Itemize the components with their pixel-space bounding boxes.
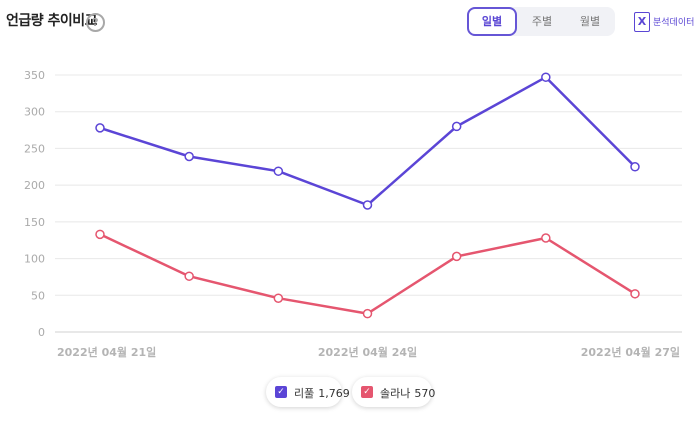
line-chart: 0 50 100 150 200 250 300 350 2022년 04월 21일 2022년 … xyxy=(24,69,682,359)
data-point xyxy=(273,293,284,303)
tab-monthly[interactable]: 월별 xyxy=(579,15,601,28)
legend-item-series-1[interactable]: ✓ 리풀 1,769 xyxy=(266,377,350,407)
y-tick-label: 100 xyxy=(24,253,45,266)
y-tick-label: 150 xyxy=(24,216,45,229)
question-circle-icon[interactable]: ? xyxy=(86,13,105,32)
chart-header: 언급량 추이비교 ? 일별 주별 월별 X 분석데이터 xyxy=(0,0,700,48)
data-point xyxy=(451,121,462,132)
excel-file-icon: X xyxy=(634,12,650,32)
y-tick-label: 0 xyxy=(38,326,45,339)
export-label: 분석데이터 xyxy=(653,18,695,28)
x-tick-label: 2022년 04월 27일 xyxy=(581,345,680,359)
checkbox-checked-icon: ✓ xyxy=(361,386,373,398)
data-point xyxy=(362,308,373,319)
data-point xyxy=(95,123,105,133)
tab-weekly[interactable]: 주별 xyxy=(531,15,553,28)
data-point xyxy=(630,162,640,172)
x-tick-label: 2022년 04월 24일 xyxy=(318,345,417,359)
data-point xyxy=(362,200,373,210)
legend-item-series-2[interactable]: ✓ 솔라나 570 xyxy=(352,377,436,407)
data-point xyxy=(541,233,551,243)
data-point xyxy=(184,151,194,162)
legend-series-name: 솔라나 xyxy=(380,387,411,400)
legend-series-name: 리풀 xyxy=(294,387,315,400)
chart-title: 언급량 추이비교 xyxy=(6,13,98,29)
y-tick-label: 350 xyxy=(24,69,45,82)
y-tick-label: 200 xyxy=(24,179,45,192)
data-point xyxy=(184,271,194,281)
y-tick-label: 250 xyxy=(24,142,45,155)
checkbox-checked-icon: ✓ xyxy=(275,386,287,398)
data-point xyxy=(541,72,551,82)
y-tick-label: 300 xyxy=(24,106,45,119)
legend-series-total: 1,769 xyxy=(318,387,350,400)
series-line-1 xyxy=(99,75,636,207)
data-point xyxy=(451,251,462,262)
legend-series-total: 570 xyxy=(414,387,436,400)
x-tick-label: 2022년 04월 21일 xyxy=(57,345,156,359)
series-line-2 xyxy=(99,233,636,315)
data-point xyxy=(630,289,640,299)
data-point xyxy=(273,166,284,176)
data-point xyxy=(95,229,105,240)
tab-daily[interactable]: 일별 xyxy=(467,7,517,36)
period-toggle: 일별 주별 월별 xyxy=(467,7,615,36)
y-tick-label: 50 xyxy=(31,289,45,302)
